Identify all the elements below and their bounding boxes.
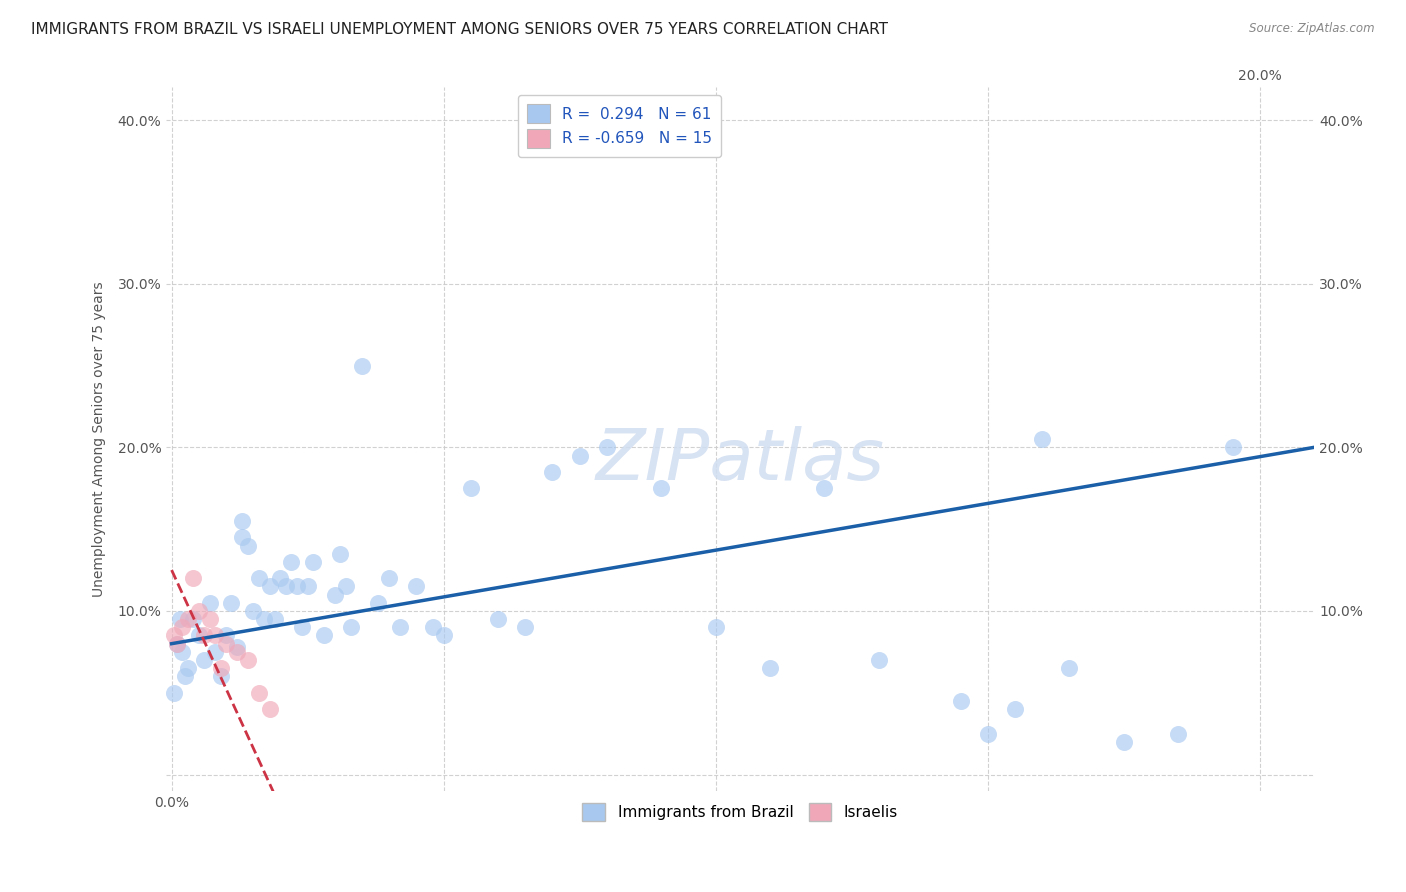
Point (177, 612, 200, 626)
Point (323, 588, 346, 602)
Point (1222, 441, 1244, 455)
Point (166, 637, 188, 651)
Point (389, 620, 412, 634)
Point (198, 612, 221, 626)
Y-axis label: Unemployment Among Seniors over 75 years: Unemployment Among Seniors over 75 years (93, 281, 107, 597)
Point (225, 640, 247, 654)
Point (541, 465, 564, 479)
Point (187, 604, 209, 618)
Point (1167, 726, 1189, 740)
Point (433, 628, 456, 642)
Point (172, 620, 194, 634)
Point (236, 653, 259, 667)
Point (650, 481, 672, 495)
Point (405, 579, 427, 593)
Point (204, 645, 226, 659)
Point (949, 694, 972, 708)
Point (163, 628, 186, 642)
Point (264, 612, 287, 626)
Point (183, 571, 205, 585)
Point (247, 686, 270, 700)
Point (247, 571, 270, 585)
Point (291, 620, 314, 634)
Point (163, 686, 186, 700)
Point (259, 579, 281, 593)
Point (515, 620, 537, 634)
Point (231, 530, 253, 544)
Point (378, 571, 401, 585)
Point (231, 514, 253, 528)
Point (209, 661, 232, 675)
Point (329, 547, 352, 561)
Point (172, 645, 194, 659)
Point (460, 481, 482, 495)
Point (225, 645, 247, 659)
Point (367, 596, 389, 610)
Point (350, 359, 373, 373)
Point (312, 628, 335, 642)
Point (280, 555, 302, 569)
Text: IMMIGRANTS FROM BRAZIL VS ISRAELI UNEMPLOYMENT AMONG SENIORS OVER 75 YEARS CORRE: IMMIGRANTS FROM BRAZIL VS ISRAELI UNEMPL… (31, 22, 889, 37)
Point (209, 669, 232, 683)
Point (868, 653, 890, 667)
Text: ZIPatlas: ZIPatlas (596, 425, 884, 495)
Point (215, 628, 238, 642)
Point (221, 596, 243, 610)
Point (285, 579, 308, 593)
Point (568, 449, 591, 463)
Point (704, 620, 727, 634)
Point (759, 661, 782, 675)
Point (422, 620, 444, 634)
Point (1112, 735, 1135, 749)
Point (340, 620, 363, 634)
Point (193, 653, 215, 667)
Point (198, 596, 221, 610)
Point (486, 612, 509, 626)
Point (302, 555, 325, 569)
Point (259, 702, 281, 716)
Point (813, 481, 835, 495)
Point (1031, 432, 1053, 446)
Legend: Immigrants from Brazil, Israelis: Immigrants from Brazil, Israelis (575, 795, 905, 829)
Point (297, 579, 319, 593)
Point (193, 628, 215, 642)
Point (204, 628, 226, 642)
Text: Source: ZipAtlas.com: Source: ZipAtlas.com (1250, 22, 1375, 36)
Point (187, 628, 209, 642)
Point (166, 637, 188, 651)
Point (183, 612, 205, 626)
Point (174, 669, 197, 683)
Point (274, 579, 297, 593)
Point (269, 571, 291, 585)
Point (1004, 702, 1026, 716)
Point (596, 441, 619, 455)
Point (1059, 661, 1081, 675)
Point (242, 604, 264, 618)
Point (253, 612, 276, 626)
Point (215, 637, 238, 651)
Point (335, 579, 357, 593)
Point (976, 726, 998, 740)
Point (169, 612, 191, 626)
Point (177, 661, 200, 675)
Point (236, 539, 259, 553)
